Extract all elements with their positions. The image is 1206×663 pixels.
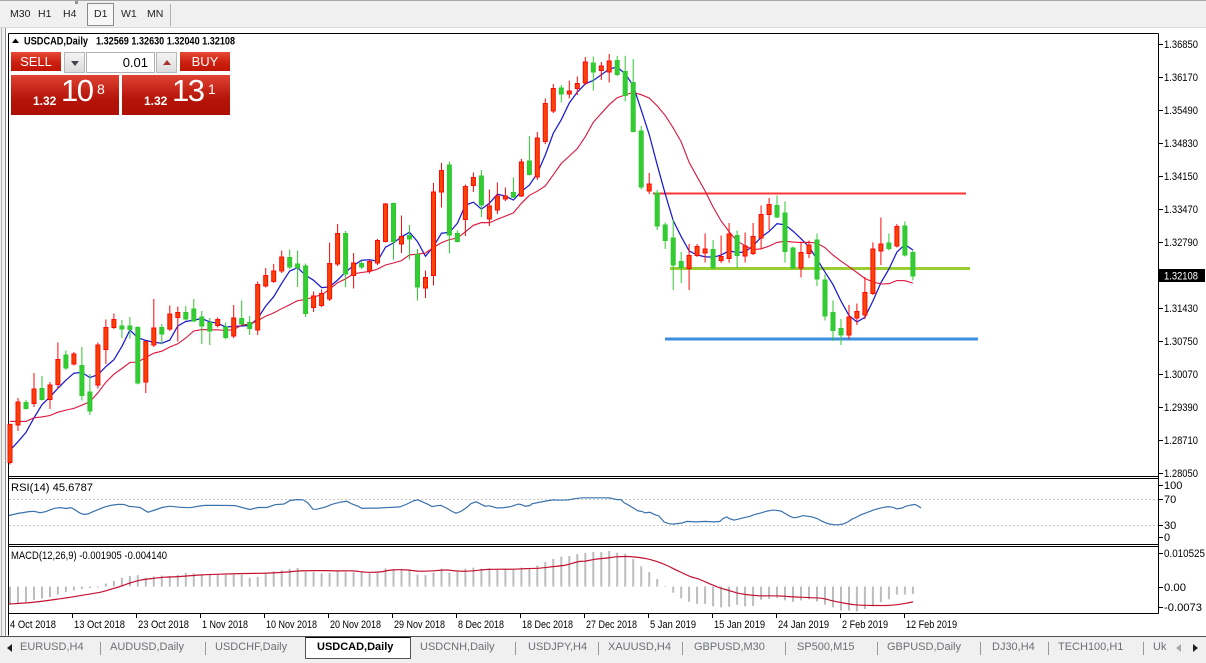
svg-text:1 Nov 2018: 1 Nov 2018 — [202, 619, 248, 631]
svg-text:15 Jan 2019: 15 Jan 2019 — [714, 619, 765, 631]
svg-text:27 Dec 2018: 27 Dec 2018 — [586, 619, 637, 631]
svg-text:1.29390: 1.29390 — [1164, 402, 1198, 414]
svg-text:MACD(12,26,9) -0.001905 -0.004: MACD(12,26,9) -0.001905 -0.004140 — [11, 550, 167, 562]
svg-text:1.32569 1.32630 1.32040 1.3210: 1.32569 1.32630 1.32040 1.32108 — [96, 36, 235, 48]
svg-text:1.34830: 1.34830 — [1164, 138, 1198, 150]
svg-text:1.34150: 1.34150 — [1164, 171, 1198, 183]
svg-text:1.28050: 1.28050 — [1164, 468, 1198, 480]
svg-text:70: 70 — [1164, 494, 1176, 506]
svg-text:1.31430: 1.31430 — [1164, 303, 1198, 315]
svg-text:20 Nov 2018: 20 Nov 2018 — [330, 619, 381, 631]
svg-text:1.36170: 1.36170 — [1164, 72, 1198, 84]
svg-text:-0.0073: -0.0073 — [1164, 602, 1202, 614]
svg-text:0.010525: 0.010525 — [1164, 548, 1205, 560]
svg-text:1.30070: 1.30070 — [1164, 369, 1198, 381]
svg-text:0: 0 — [1164, 532, 1170, 544]
svg-text:RSI(14) 45.6787: RSI(14) 45.6787 — [11, 482, 93, 494]
svg-text:24 Jan 2019: 24 Jan 2019 — [778, 619, 829, 631]
svg-text:2 Feb 2019: 2 Feb 2019 — [842, 619, 888, 631]
svg-text:5 Jan 2019: 5 Jan 2019 — [650, 619, 696, 631]
svg-text:13 Oct 2018: 13 Oct 2018 — [74, 619, 125, 631]
svg-text:1.36850: 1.36850 — [1164, 39, 1198, 51]
svg-text:29 Nov 2018: 29 Nov 2018 — [394, 619, 445, 631]
svg-text:23 Oct 2018: 23 Oct 2018 — [138, 619, 189, 631]
svg-text:12 Feb 2019: 12 Feb 2019 — [906, 619, 957, 631]
svg-text:1.32108: 1.32108 — [1164, 271, 1198, 283]
svg-text:100: 100 — [1164, 480, 1182, 492]
svg-text:30: 30 — [1164, 520, 1176, 532]
svg-text:1.30750: 1.30750 — [1164, 336, 1198, 348]
svg-text:1.28710: 1.28710 — [1164, 435, 1198, 447]
svg-text:8 Dec 2018: 8 Dec 2018 — [458, 619, 504, 631]
svg-text:1.32790: 1.32790 — [1164, 237, 1198, 249]
svg-text:0.00: 0.00 — [1164, 582, 1186, 594]
svg-text:4 Oct 2018: 4 Oct 2018 — [10, 619, 56, 631]
svg-text:10 Nov 2018: 10 Nov 2018 — [266, 619, 317, 631]
svg-text:USDCAD,Daily: USDCAD,Daily — [24, 36, 89, 48]
svg-text:1.33470: 1.33470 — [1164, 204, 1198, 216]
svg-text:1.35490: 1.35490 — [1164, 105, 1198, 117]
svg-text:18 Dec 2018: 18 Dec 2018 — [522, 619, 573, 631]
